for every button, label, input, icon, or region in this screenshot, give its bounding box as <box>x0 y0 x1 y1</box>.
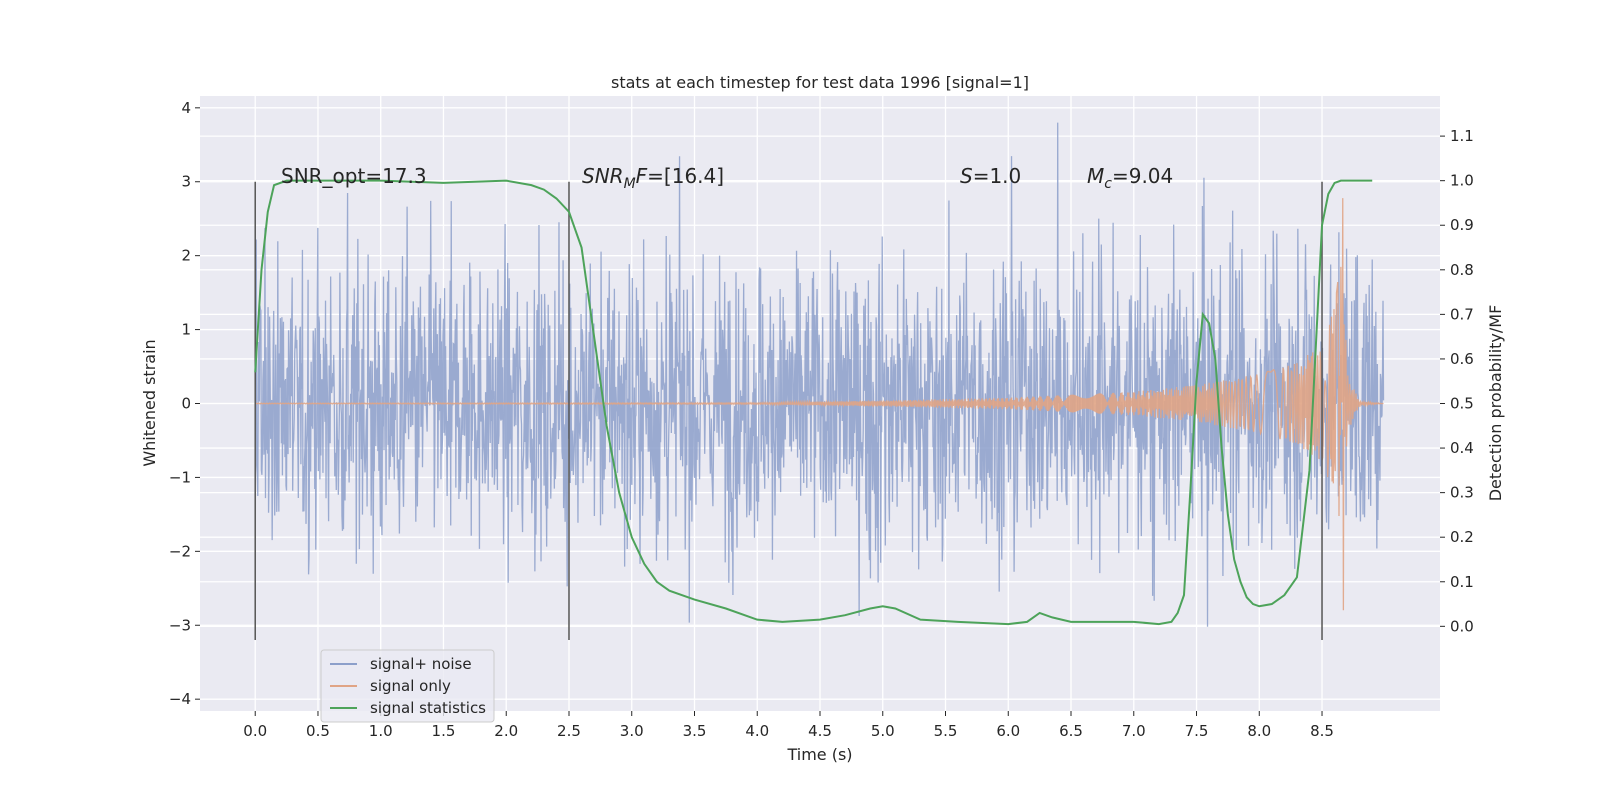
x-tick-label-16: 8.0 <box>1247 722 1271 740</box>
y2-tick-label-5: 0.6 <box>1450 350 1474 368</box>
annotation-s: S=1.0 <box>960 164 1021 188</box>
x-tick-label-1: 0.5 <box>306 722 330 740</box>
x-axis-label: Time (s) <box>786 745 852 764</box>
x-tick-label-9: 4.5 <box>808 722 832 740</box>
y2-tick-label-8: 0.3 <box>1450 484 1474 502</box>
x-tick-label-11: 5.5 <box>934 722 958 740</box>
stats-series <box>254 179 1373 626</box>
legend-label-noise: signal+ noise <box>370 655 472 673</box>
legend-label-signal: signal only <box>370 677 451 695</box>
annotation-snr-mf-name: SNR <box>582 164 624 188</box>
chart-title: stats at each timestep for test data 199… <box>611 73 1029 92</box>
legend-box <box>320 649 495 723</box>
x-tick-label-6: 3.0 <box>620 722 644 740</box>
y2-tick-label-10: 0.1 <box>1450 573 1474 591</box>
annotation-s-value: =1.0 <box>973 164 1022 188</box>
y-axis-label: Whitened strain <box>140 339 159 466</box>
y-tick-label-7: −3 <box>169 616 191 634</box>
noise-series <box>254 122 1385 627</box>
x-tick-label-8: 4.0 <box>745 722 769 740</box>
annotation-snr-mf-tail: F <box>636 164 648 188</box>
x-tick-label-2: 1.0 <box>369 722 393 740</box>
x-tick-label-17: 8.5 <box>1310 722 1334 740</box>
y-tick-label-1: 3 <box>181 173 191 191</box>
x-tick-label-12: 6.0 <box>996 722 1020 740</box>
x-tick-label-13: 6.5 <box>1059 722 1083 740</box>
x-tick-label-4: 2.0 <box>494 722 518 740</box>
y2-tick-label-1: 1.0 <box>1450 172 1474 190</box>
y-tick-label-2: 2 <box>181 247 191 265</box>
annotation-snr-mf-sub: M <box>624 176 636 192</box>
y2-tick-label-6: 0.5 <box>1450 395 1474 413</box>
x-tick-label-0: 0.0 <box>243 722 267 740</box>
x-tick-label-3: 1.5 <box>432 722 456 740</box>
y2-tick-label-0: 1.1 <box>1450 127 1474 145</box>
x-tick-label-7: 3.5 <box>683 722 707 740</box>
x-tick-label-5: 2.5 <box>557 722 581 740</box>
y2-axis-label: Detection probability/MF <box>1486 305 1505 502</box>
annotation-mc: Mc=9.04 <box>1087 164 1173 192</box>
x-tick-label-14: 7.0 <box>1122 722 1146 740</box>
legend: signal+ noise signal only signal statist… <box>320 649 495 723</box>
annotation-snr-opt: SNR_opt=17.3 <box>281 164 427 188</box>
y2-tick-label-7: 0.4 <box>1450 439 1474 457</box>
series-signal-noise-line <box>254 122 1385 627</box>
annotations: SNR_opt=17.3 SNRMF=[16.4] S=1.0 Mc=9.04 <box>281 164 1173 192</box>
annotation-mc-sub: c <box>1104 176 1112 192</box>
annotation-mc-value: =9.04 <box>1112 164 1173 188</box>
annotation-s-name: S <box>960 164 973 188</box>
legend-label-stats: signal statistics <box>370 699 486 717</box>
y2-tick-label-9: 0.2 <box>1450 528 1474 546</box>
y-tick-label-0: 4 <box>181 99 191 117</box>
annotation-snr-mf-value: =[16.4] <box>647 164 724 188</box>
y2-tick-label-11: 0.0 <box>1450 617 1474 635</box>
x-tick-label-10: 5.0 <box>871 722 895 740</box>
y2-tick-label-2: 0.9 <box>1450 216 1474 234</box>
annotation-snr-mf: SNRMF=[16.4] <box>582 164 724 192</box>
annotation-mc-name: M <box>1087 164 1104 188</box>
y-tick-label-6: −2 <box>169 542 191 560</box>
y-tick-label-5: −1 <box>169 468 191 486</box>
y-tick-label-3: 1 <box>181 321 191 339</box>
y-tick-label-8: −4 <box>169 690 191 708</box>
window-markers <box>254 181 1323 641</box>
y2-tick-label-4: 0.7 <box>1450 305 1474 323</box>
axis-ticks: 0.0 0.5 1.0 1.5 2.0 2.5 3.0 3.5 4.0 4.5 5.0 5.5 6.0 6… <box>169 99 1474 740</box>
y2-tick-label-3: 0.8 <box>1450 261 1474 279</box>
series-signal-statistics-line <box>254 179 1373 626</box>
x-tick-label-15: 7.5 <box>1185 722 1209 740</box>
y-tick-label-4: 0 <box>181 395 191 413</box>
